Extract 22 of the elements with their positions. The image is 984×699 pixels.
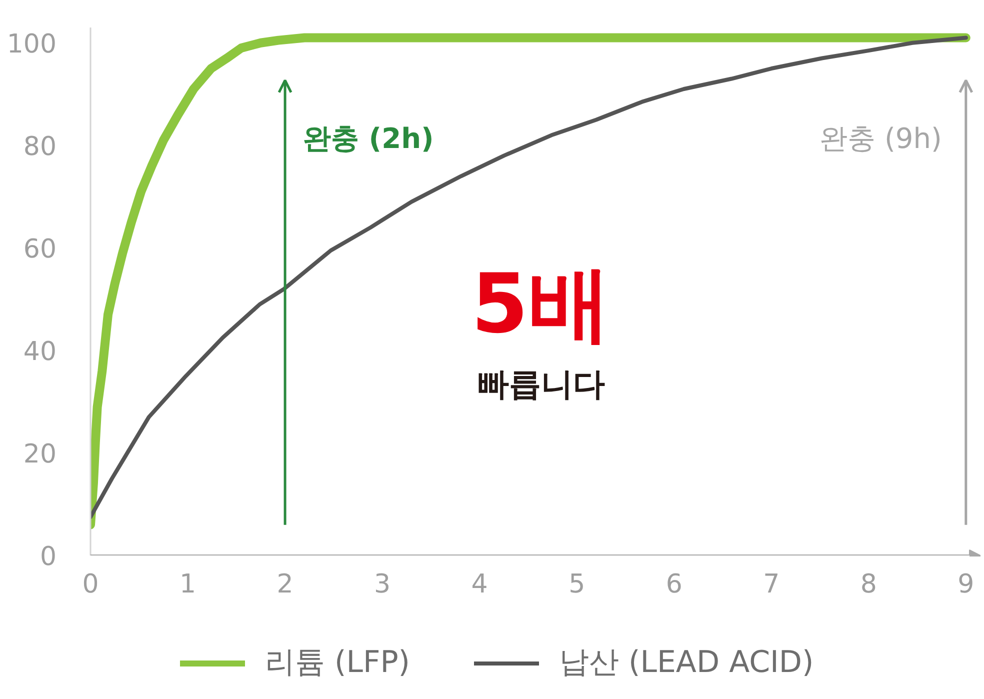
annotation: 빠릅니다 bbox=[476, 364, 605, 403]
x-tick-label: 6 bbox=[666, 570, 682, 600]
annotation: 5배 bbox=[471, 257, 610, 352]
y-tick-label: 40 bbox=[23, 336, 57, 367]
x-tick-label: 0 bbox=[82, 570, 99, 600]
x-tick-label: 3 bbox=[374, 570, 391, 600]
y-tick-label: 80 bbox=[23, 132, 57, 162]
x-tick-label: 2 bbox=[276, 570, 294, 600]
y-tick-label: 100 bbox=[6, 29, 57, 60]
y-tick-label: 20 bbox=[23, 439, 57, 470]
y-tick-label: 0 bbox=[40, 542, 57, 572]
x-tick-label: 1 bbox=[179, 570, 196, 600]
x-tick-label: 5 bbox=[568, 570, 586, 600]
x-tick-label: 4 bbox=[471, 570, 488, 600]
ref-line-label: 완충 (9h) bbox=[820, 122, 942, 155]
ref-line-label: 완충 (2h) bbox=[303, 122, 434, 155]
x-tick-label: 7 bbox=[763, 570, 780, 600]
y-tick-label: 60 bbox=[23, 234, 57, 264]
x-tick-label: 8 bbox=[860, 570, 877, 600]
x-tick-label: 9 bbox=[958, 570, 974, 600]
legend-label: 리튬 (LFP) bbox=[265, 644, 410, 682]
legend-label: 납산 (LEAD ACID) bbox=[559, 644, 814, 682]
